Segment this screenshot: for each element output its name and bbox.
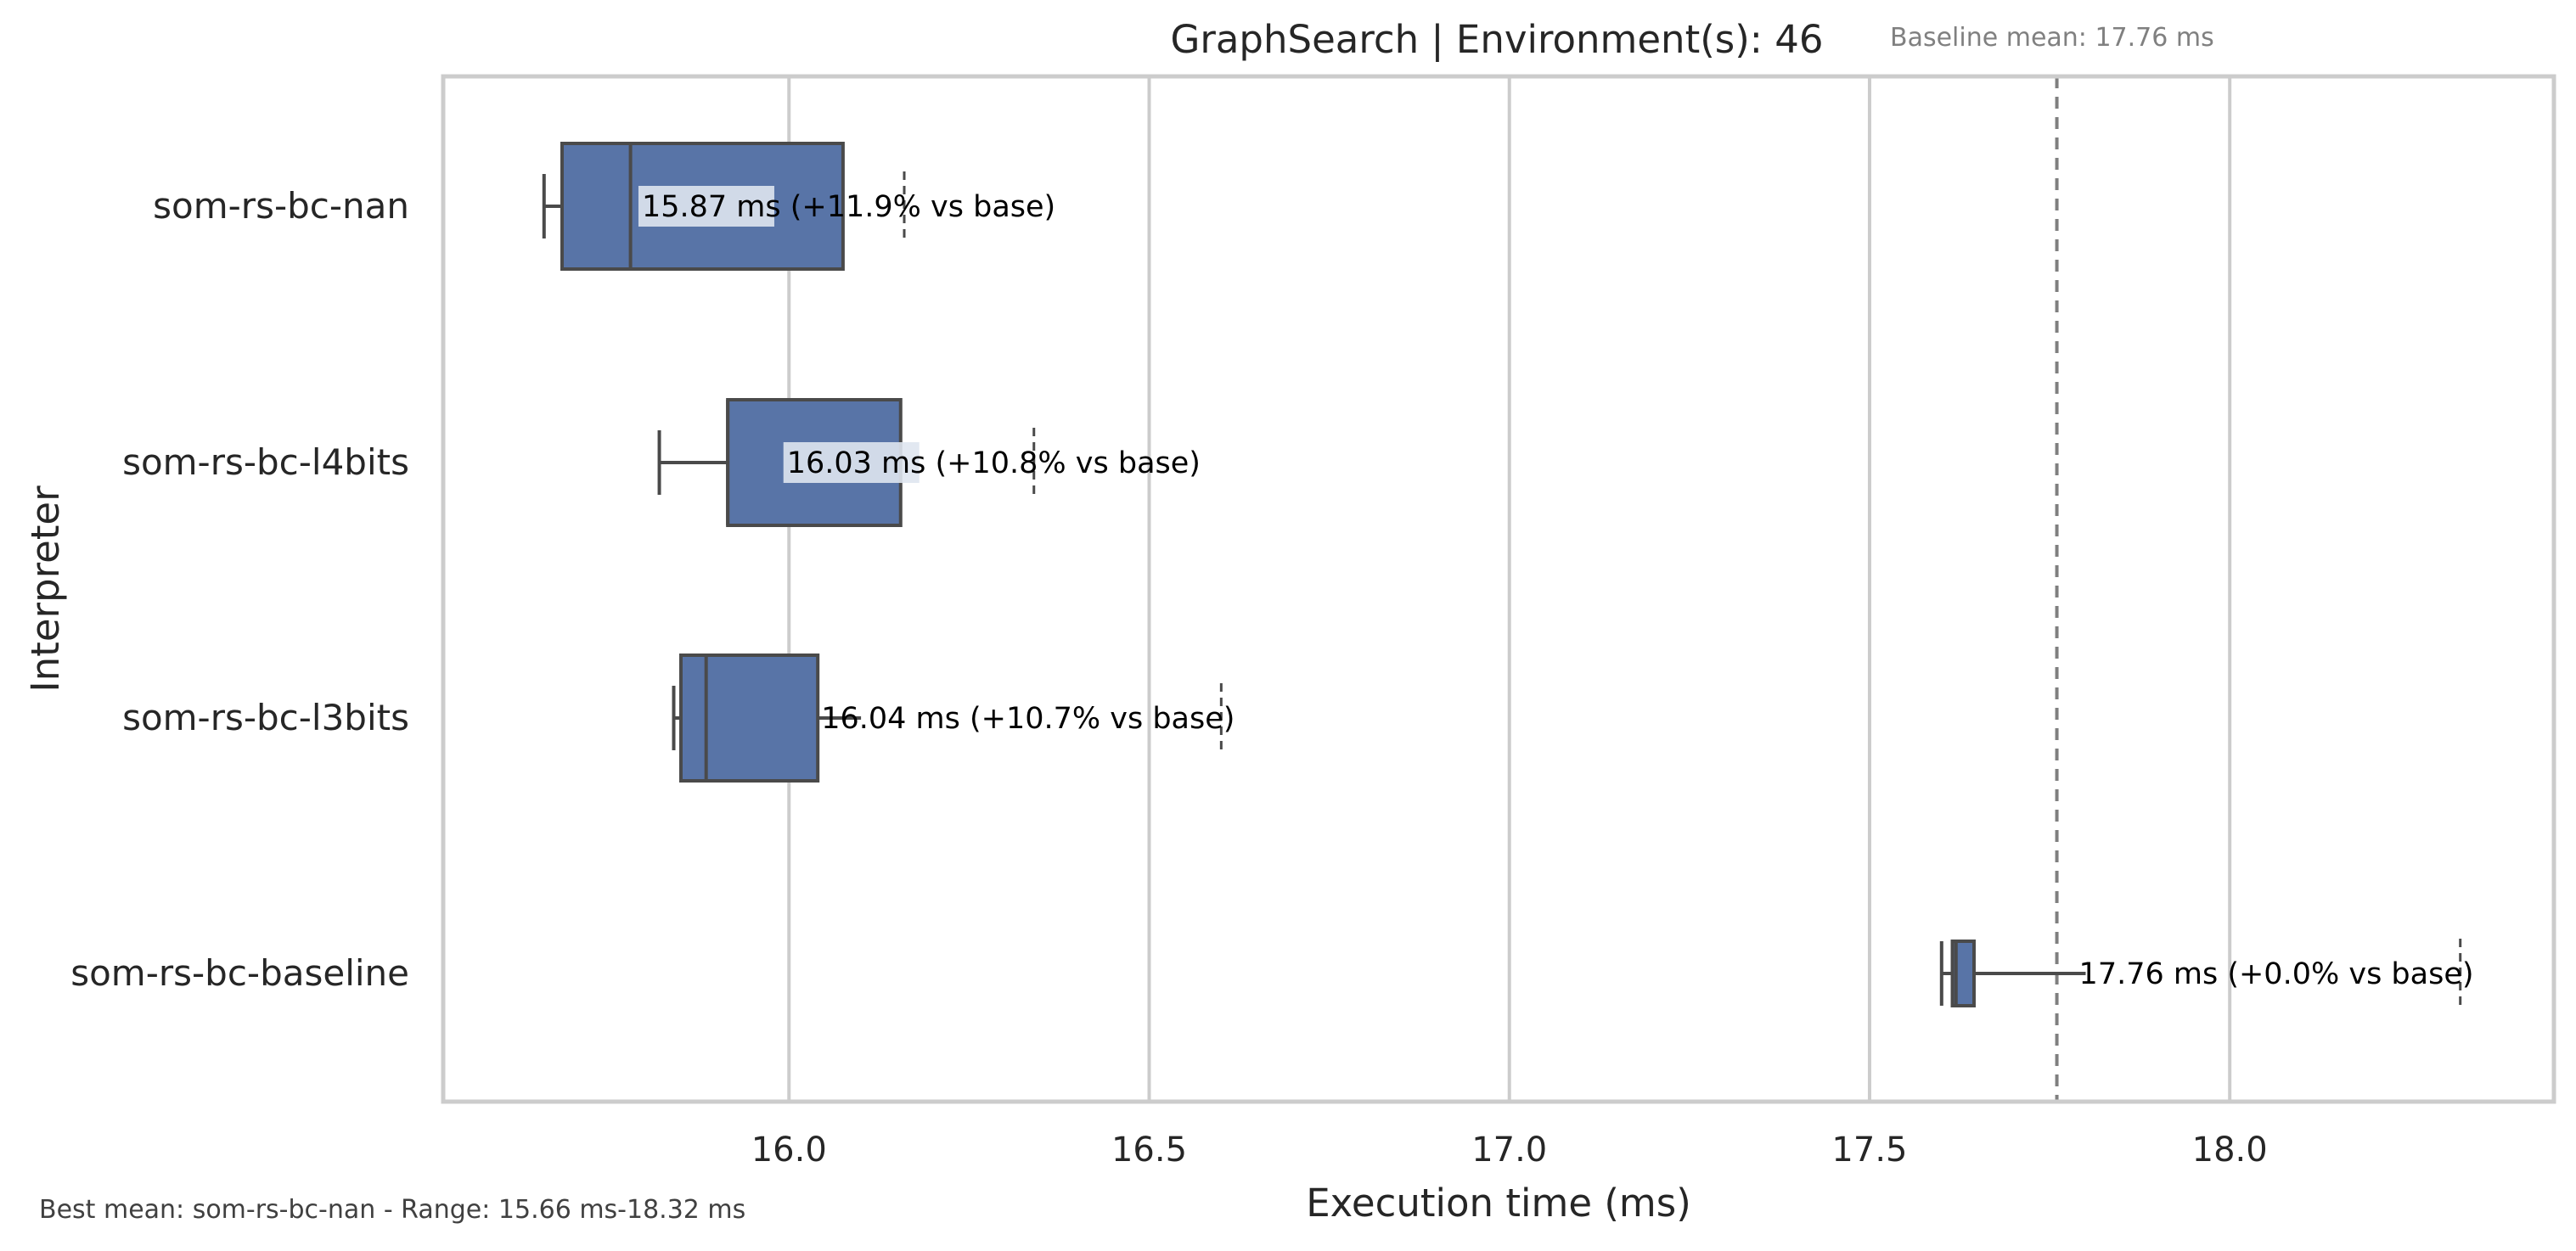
box-layer (542, 142, 2462, 1008)
chart-title: GraphSearch | Environment(s): 46 (1170, 17, 1823, 62)
y-tick-label: som-rs-bc-l3bits (122, 697, 409, 738)
y-tick-label: som-rs-bc-baseline (70, 952, 409, 994)
tick-layer: 16.0 16.5 17.0 17.5 18.0 som-rs-bc-nan som-rs-… (70, 185, 2268, 1170)
x-tick-label: 16.5 (1111, 1130, 1187, 1170)
x-axis-label: Execution time (ms) (1306, 1181, 1691, 1226)
label-background (783, 442, 920, 483)
baseline-note: Baseline mean: 17.76 ms (1890, 23, 2214, 53)
x-tick-label: 17.5 (1831, 1130, 1907, 1170)
x-tick-label: 17.0 (1471, 1130, 1547, 1170)
data-label: 16.04 ms (+10.7% vs base) (821, 702, 1235, 736)
y-axis-label: Interpreter (23, 485, 68, 693)
data-label-layer: 15.87 ms (+11.9% vs base) 16.03 ms (+10.8… (638, 186, 2474, 991)
footnote: Best mean: som-rs-bc-nan - Range: 15.66 … (39, 1195, 745, 1225)
y-tick-label: som-rs-bc-nan (153, 185, 409, 227)
x-tick-label: 18.0 (2192, 1130, 2268, 1170)
data-label: 17.76 ms (+0.0% vs base) (2079, 957, 2474, 991)
y-tick-label: som-rs-bc-l4bits (122, 441, 409, 483)
data-label: 15.87 ms (+11.9% vs base) (642, 190, 1055, 224)
x-tick-label: 16.0 (751, 1130, 827, 1170)
box (678, 654, 820, 783)
plot-frame (441, 74, 2556, 1104)
label-background (638, 186, 774, 227)
data-label: 16.03 ms (+10.8% vs base) (787, 446, 1201, 480)
